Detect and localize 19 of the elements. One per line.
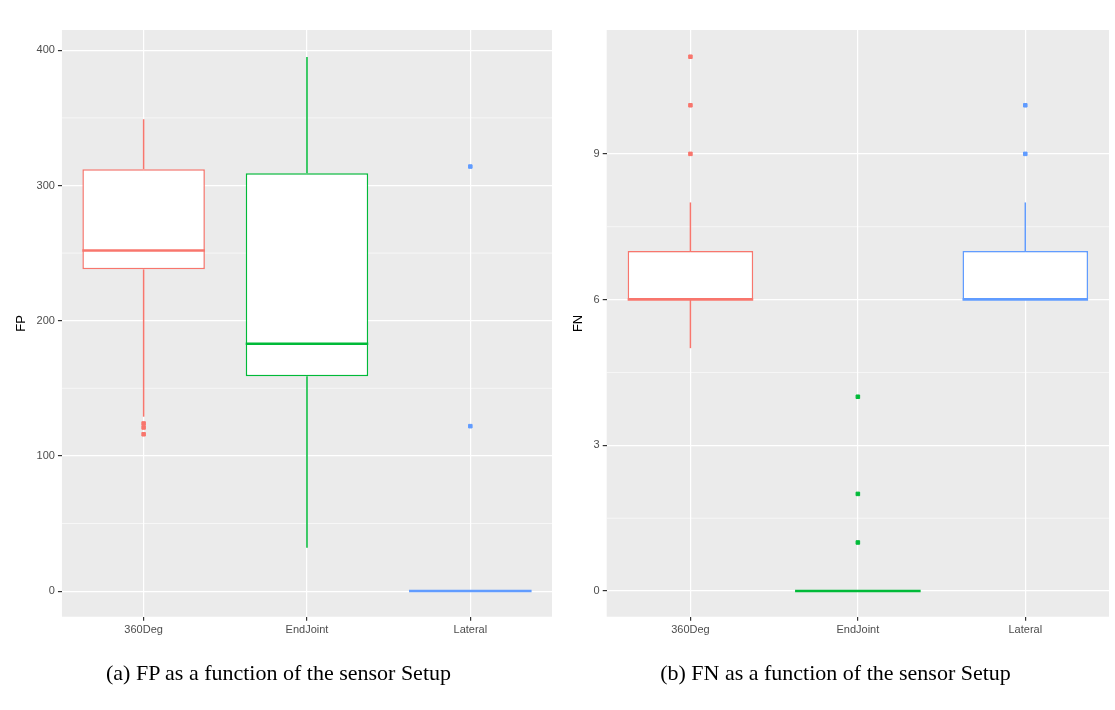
x-tick-label: Lateral (1008, 623, 1043, 636)
y-tick-label: 0 (48, 584, 55, 597)
x-tick-label: 360Deg (124, 623, 163, 636)
y-axis-title: FP (13, 315, 29, 332)
x-tick-label: 360Deg (671, 623, 710, 636)
text: (a) FP as a function of the sensor Setup (105, 660, 452, 686)
text: (b) FN as a function of the sensor Setup (659, 660, 1012, 686)
y-tick-label: 200 (36, 313, 55, 326)
y-tick-label: 6 (593, 292, 600, 305)
x-tick-label: Lateral (453, 623, 488, 636)
x-tick-label: EndJoint (285, 623, 329, 636)
y-tick-label: 3 (593, 438, 600, 451)
x-tick-label: EndJoint (836, 623, 880, 636)
y-tick-label: 300 (36, 178, 55, 191)
y-tick-label: 100 (36, 448, 55, 461)
y-tick-label: 9 (593, 146, 600, 159)
y-tick-label: 400 (36, 43, 55, 56)
y-axis-title: FN (570, 314, 586, 333)
y-tick-label: 0 (593, 584, 600, 597)
